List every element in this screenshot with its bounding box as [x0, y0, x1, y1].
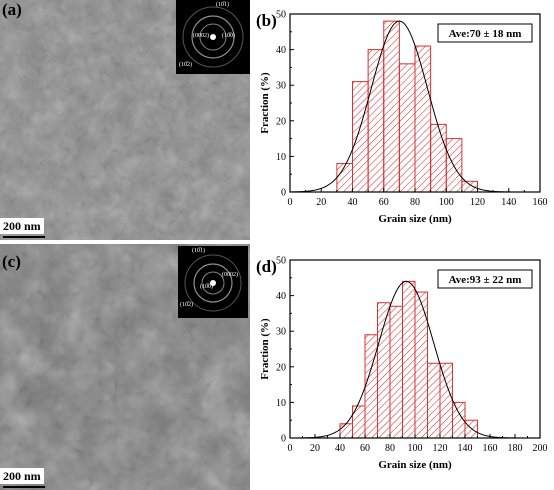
- saed-label: (10̅0): [200, 284, 213, 290]
- histogram-bar: [352, 81, 369, 193]
- histogram-bar: [427, 362, 441, 439]
- y-axis-label: Fraction (%): [259, 72, 271, 134]
- x-tick-label: 40: [335, 443, 345, 454]
- histogram-bar: [339, 423, 353, 439]
- histogram-bar: [364, 334, 378, 439]
- histogram-bar: [377, 302, 391, 439]
- saed-label: (10̅1): [192, 248, 205, 254]
- x-tick-label: 100: [408, 443, 423, 454]
- histogram-svg-b: 0 20 40 60 80 100 120 140 160 0 10 20 30 40 50 Grain si…: [256, 10, 548, 226]
- histogram-bar: [439, 362, 453, 439]
- y-tick-label: 30: [276, 81, 286, 92]
- x-axis-label: Grain size (nm): [378, 459, 452, 471]
- panel-label-a: (a): [2, 0, 22, 19]
- histogram-bar: [402, 280, 416, 439]
- x-tick-label: 120: [433, 443, 448, 454]
- x-tick-label: 180: [508, 443, 523, 454]
- average-annotation: Ave:93 ± 22 nm: [449, 274, 522, 286]
- histogram-bar: [389, 305, 403, 439]
- x-tick-label: 20: [310, 443, 320, 454]
- tem-micrograph-c: (10̅1) (0002) (10̅0) (10̅2) (c) 200 nm: [0, 244, 250, 490]
- x-tick-label: 60: [360, 443, 370, 454]
- x-tick-label: 60: [379, 197, 389, 208]
- scale-bar-box-a: 200 nm: [0, 218, 44, 234]
- panel-label: (d): [256, 257, 277, 276]
- saed-pattern-inset-a: (10̅1) (0002) (10̅0) (10̅2): [176, 0, 250, 74]
- x-tick-label: 140: [458, 443, 473, 454]
- saed-label: (10̅0): [222, 33, 235, 39]
- x-tick-label: 160: [533, 197, 548, 208]
- saed-label: (0002): [222, 272, 238, 278]
- y-tick-label: 50: [276, 10, 286, 21]
- x-tick-label: 0: [288, 443, 293, 454]
- x-tick-label: 140: [501, 197, 516, 208]
- histogram-bar: [414, 45, 432, 193]
- scale-bar-label: 200 nm: [3, 219, 41, 233]
- y-tick-label: 10: [276, 398, 286, 409]
- scale-bar-box-c: 200 nm: [0, 468, 44, 484]
- panel-label-c: (c): [2, 252, 21, 271]
- scale-bar-c: [3, 486, 45, 488]
- saed-label: (10̅2): [179, 62, 192, 68]
- y-tick-label: 40: [276, 45, 286, 56]
- panel-label: (b): [256, 11, 277, 30]
- saed-label: (10̅2): [180, 302, 193, 308]
- x-tick-label: 80: [410, 197, 420, 208]
- y-tick-label: 50: [276, 256, 286, 267]
- saed-label: (0002): [193, 33, 209, 39]
- tem-micrograph-a: (10̅1) (0002) (10̅0) (10̅2) (a) 200 nm: [0, 0, 250, 240]
- histogram-bar: [383, 20, 400, 193]
- average-annotation-box: [437, 23, 533, 43]
- scale-bar-label: 200 nm: [3, 469, 41, 483]
- x-tick-label: 80: [385, 443, 395, 454]
- x-tick-label: 20: [316, 197, 326, 208]
- x-tick-label: 200: [533, 443, 548, 454]
- scale-bar-a: [3, 236, 45, 238]
- x-axis-label: Grain size (nm): [378, 213, 452, 225]
- y-tick-label: 10: [276, 152, 286, 163]
- x-tick-label: 40: [348, 197, 358, 208]
- y-tick-label: 20: [276, 362, 286, 373]
- y-tick-label: 40: [276, 291, 286, 302]
- saed-pattern-inset-c: (10̅1) (0002) (10̅0) (10̅2): [178, 246, 248, 318]
- histogram-bar: [464, 419, 478, 439]
- histogram-svg-d: 0 20 40 60 80 100 120 140 160 180 200 0 10 20 30 40 50 Gr…: [256, 256, 548, 472]
- y-tick-label: 20: [276, 116, 286, 127]
- histogram-bar: [461, 180, 478, 193]
- x-tick-label: 120: [470, 197, 485, 208]
- y-axis-label: Fraction (%): [259, 318, 271, 380]
- grain-size-histogram-d: 0 20 40 60 80 100 120 140 160 180 200 0 10 20 30 40 50 Gr…: [252, 246, 554, 490]
- grain-size-histogram-b: 0 20 40 60 80 100 120 140 160 0 10 20 30 40 50 Grain si…: [252, 0, 554, 244]
- histogram-bar: [430, 123, 447, 193]
- average-annotation: Ave:70 ± 18 nm: [449, 28, 522, 40]
- histogram-bar: [336, 163, 353, 193]
- x-tick-label: 100: [439, 197, 454, 208]
- x-tick-label: 160: [483, 443, 498, 454]
- x-tick-label: 0: [288, 197, 293, 208]
- y-tick-label: 30: [276, 327, 286, 338]
- histogram-bar: [414, 291, 428, 439]
- average-annotation-box: [437, 269, 533, 289]
- saed-label: (10̅1): [216, 2, 229, 8]
- y-tick-label: 0: [281, 434, 286, 445]
- histogram-bar: [398, 63, 416, 193]
- y-tick-label: 0: [281, 188, 286, 199]
